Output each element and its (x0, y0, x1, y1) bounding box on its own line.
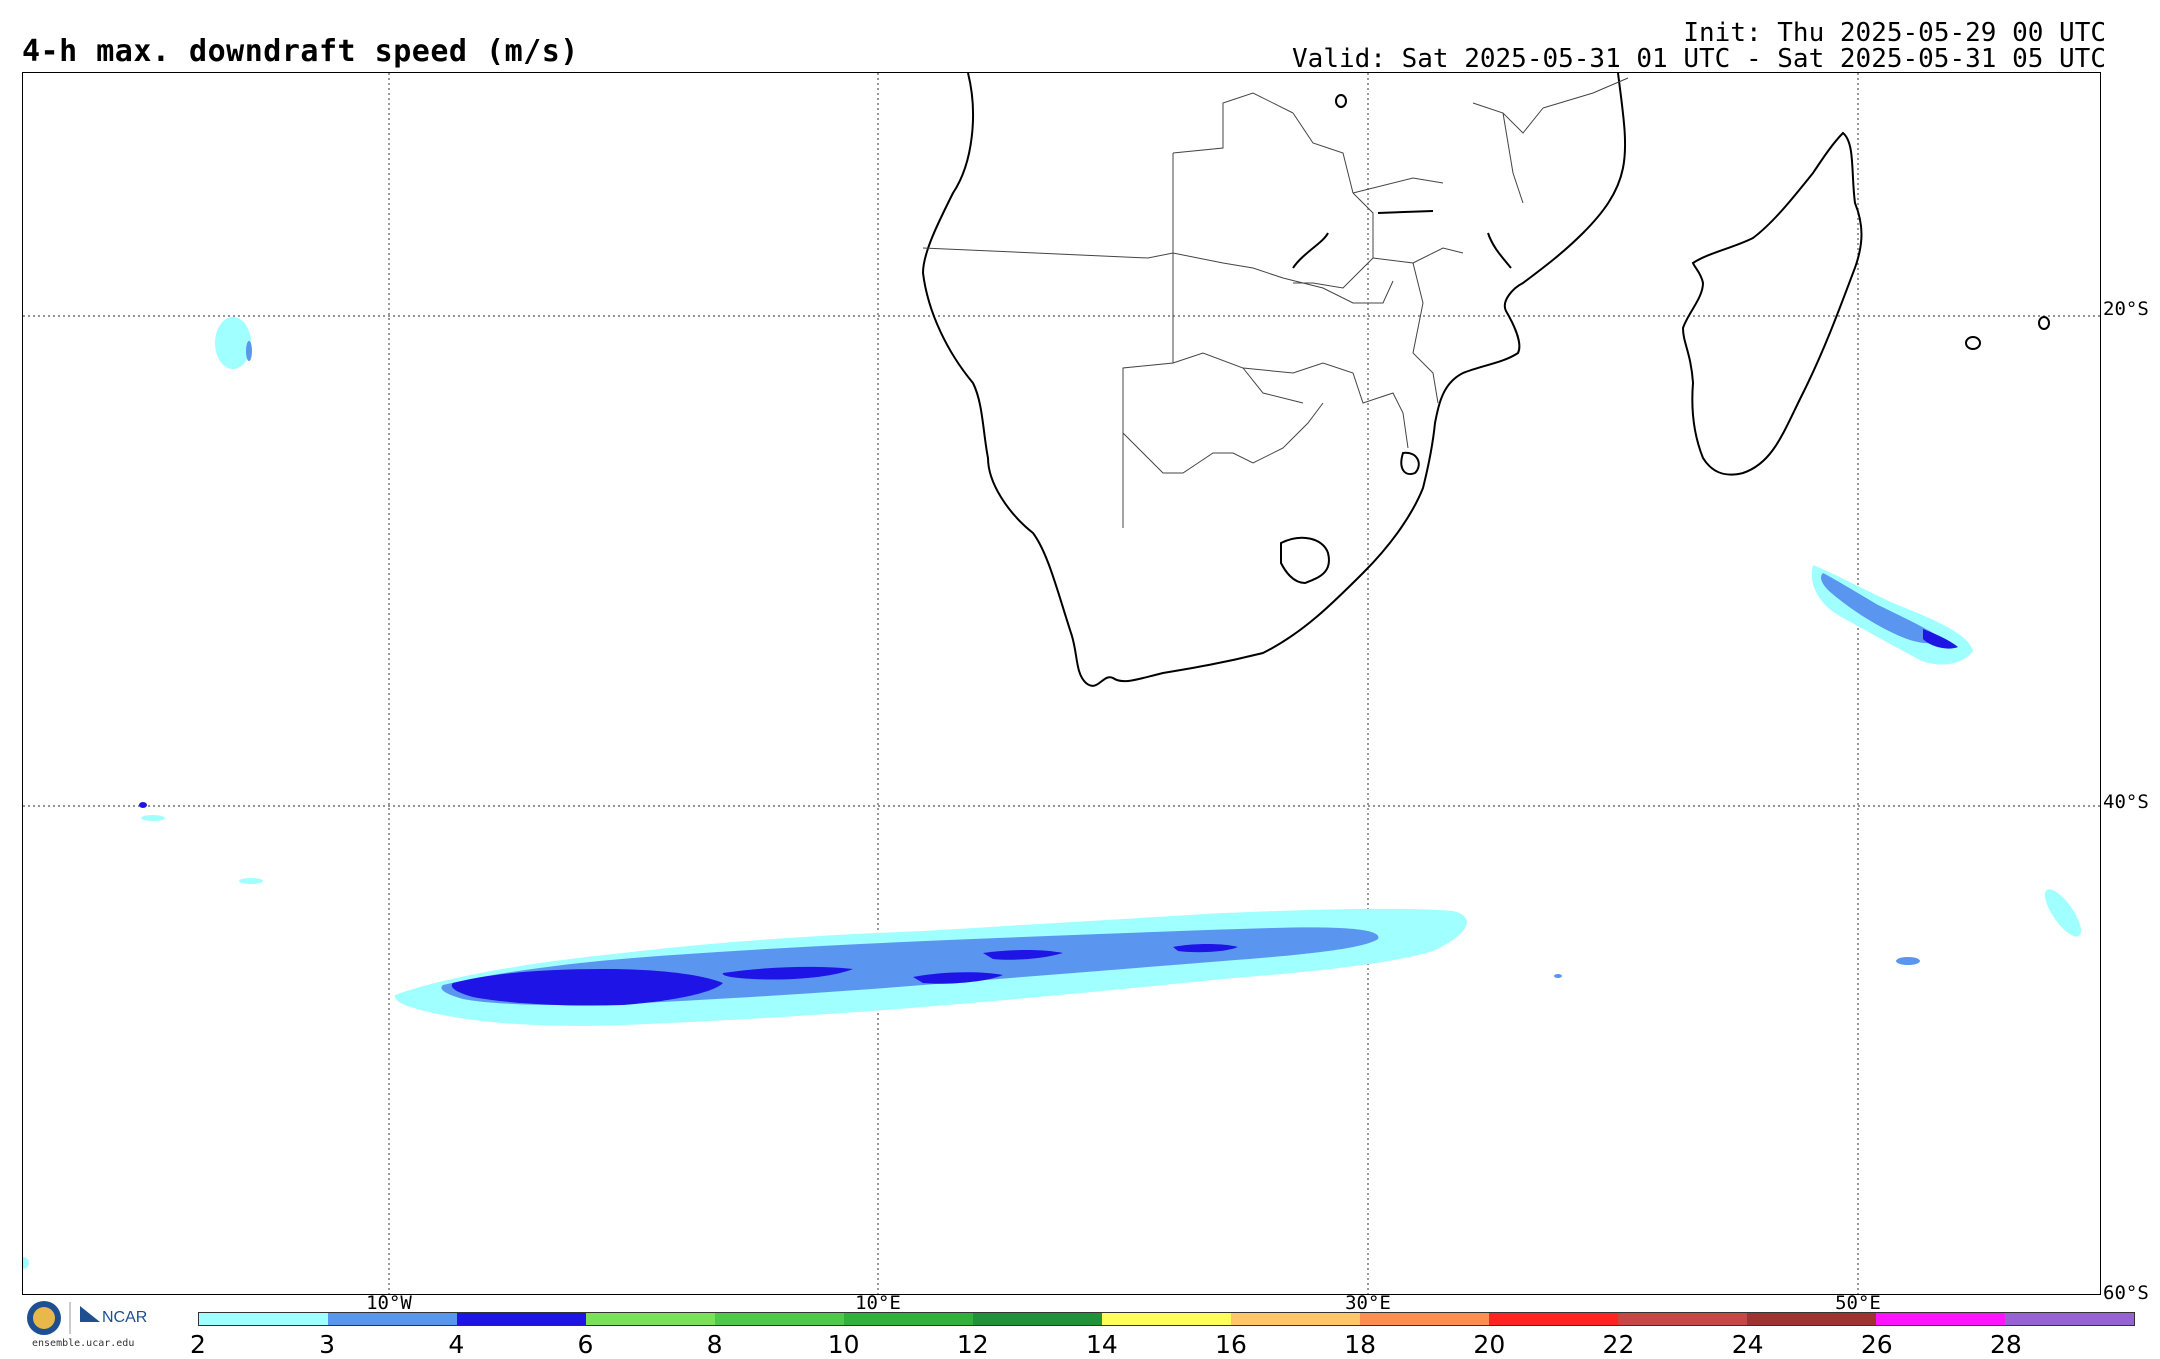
colorbar-label: 22 (1602, 1330, 1635, 1359)
colorbar-label: 18 (1344, 1330, 1377, 1359)
colorbar-swatch (1360, 1313, 1489, 1325)
colorbar-swatch (1876, 1313, 2005, 1325)
colorbar-label: 3 (319, 1330, 336, 1359)
colorbar-swatch (1102, 1313, 1231, 1325)
colorbar-label: 16 (1215, 1330, 1247, 1359)
map-title: 4-h max. downdraft speed (m/s) (22, 34, 579, 69)
colorbar-label: 2 (190, 1330, 206, 1359)
colorbar-label: 24 (1731, 1330, 1764, 1359)
lat-label-60s: 60°S (2103, 1282, 2149, 1304)
lon-label-50e: 50°E (1835, 1292, 1881, 1314)
colorbar-label: 26 (1860, 1330, 1893, 1359)
map-panel[interactable] (22, 72, 2101, 1295)
colorbar-label: 12 (956, 1330, 989, 1359)
colorbar-label: 6 (577, 1330, 594, 1359)
lat-label-20s: 20°S (2103, 298, 2149, 320)
time-info: Init: Thu 2025-05-29 00 UTC Valid: Sat 2… (1292, 20, 2106, 72)
colorbar (198, 1312, 2135, 1326)
map-canvas (23, 73, 2100, 1294)
country-borders (922, 77, 1629, 528)
downdraft-field (23, 317, 2082, 1269)
lon-label-30e: 30°E (1345, 1292, 1391, 1314)
colorbar-label: 14 (1086, 1330, 1118, 1359)
colorbar-swatch (973, 1313, 1102, 1325)
colorbar-swatch (586, 1313, 715, 1325)
graticule (23, 73, 2100, 1294)
colorbar-swatch (1231, 1313, 1360, 1325)
colorbar-label: 28 (1989, 1330, 2022, 1359)
site-url: ensemble.ucar.edu (32, 1338, 135, 1349)
colorbar-label: 4 (448, 1330, 465, 1359)
coastlines (921, 73, 2050, 687)
colorbar-swatch (2005, 1313, 2134, 1325)
ncar-wordmark: NCAR (102, 1309, 147, 1326)
colorbar-swatch (844, 1313, 973, 1325)
ncar-logo: NCAR (22, 1298, 152, 1342)
lat-label-40s: 40°S (2103, 791, 2149, 813)
colorbar-swatch (328, 1313, 457, 1325)
colorbar-swatch (1489, 1313, 1618, 1325)
colorbar-swatch (1747, 1313, 1876, 1325)
colorbar-swatch (199, 1313, 328, 1325)
colorbar-label: 20 (1473, 1330, 1506, 1359)
init-time: Init: Thu 2025-05-29 00 UTC (1683, 18, 2106, 48)
colorbar-label: 10 (827, 1330, 860, 1359)
colorbar-swatch (1618, 1313, 1747, 1325)
lon-label-10w: 10°W (366, 1292, 412, 1314)
lon-label-10e: 10°E (855, 1292, 901, 1314)
colorbar-swatch (715, 1313, 844, 1325)
valid-time: Valid: Sat 2025-05-31 01 UTC - Sat 2025-… (1292, 44, 2106, 74)
ncar-mark-icon (80, 1306, 100, 1322)
colorbar-label: 8 (706, 1330, 723, 1359)
colorbar-swatch (457, 1313, 586, 1325)
